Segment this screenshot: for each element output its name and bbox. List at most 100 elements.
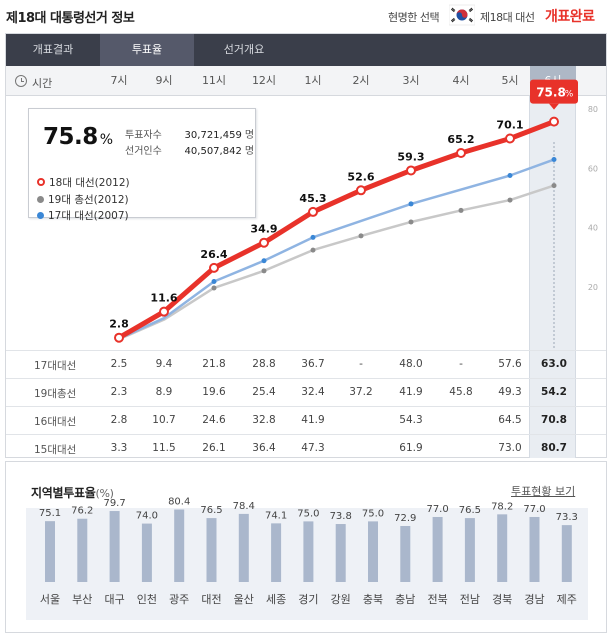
region-name-label: 충북 <box>363 593 383 606</box>
region-value-label: 74.1 <box>265 510 287 521</box>
korean-flag-icon <box>449 4 475 26</box>
region-name-label: 경남 <box>524 593 544 606</box>
table-cell: 21.8 <box>202 358 226 370</box>
region-value-label: 75.1 <box>39 508 61 519</box>
table-cell: 3.3 <box>110 442 128 454</box>
region-value-label: 76.2 <box>71 506 93 517</box>
region-value-label: 80.4 <box>168 497 190 508</box>
legend-item-2007-presidential: 17대 대선(2007) <box>37 208 129 223</box>
data-label: 52.6 <box>347 170 374 183</box>
series-line-1 <box>117 184 556 341</box>
y-tick-label: 60 <box>588 164 598 173</box>
region-name-label: 제주 <box>557 593 577 606</box>
data-point <box>456 148 466 159</box>
table-cell: 54.3 <box>399 414 423 426</box>
table-cell: 70.8 <box>541 414 567 426</box>
tab-bar: 개표결과 투표율 선거개요 <box>6 34 606 66</box>
table-cell: 32.4 <box>301 386 325 398</box>
data-label: 26.4 <box>200 248 227 261</box>
region-name-label: 전남 <box>460 593 480 606</box>
table-cell: 24.6 <box>202 414 226 426</box>
hour-tab[interactable]: 11시 <box>201 74 227 87</box>
callout-pointer <box>549 103 559 110</box>
data-label: 65.2 <box>447 133 474 146</box>
tab-results[interactable]: 개표결과 <box>32 43 74 56</box>
region-bar <box>271 523 282 582</box>
table-cell: 64.5 <box>498 414 522 426</box>
table-cell: 11.5 <box>152 442 176 454</box>
data-point <box>358 233 364 239</box>
data-point <box>406 165 416 176</box>
count-status: 개표완료 <box>545 9 595 25</box>
y-tick-label: 40 <box>588 224 598 233</box>
hour-tab[interactable]: 2시 <box>352 74 370 87</box>
turnout-panel: 개표결과 투표율 선거개요 시간 7시9시11시12시1시2시3시4시5시6시 … <box>5 33 607 458</box>
table-row: 16대대선 2.8 10.7 24.6 32.8 41.9 54.3 64.5 70.8 <box>6 406 606 433</box>
legend-label: 18대 대선(2012) <box>49 177 130 189</box>
data-point <box>408 219 414 225</box>
data-point <box>159 306 169 317</box>
tab-overview[interactable]: 선거개요 <box>223 43 265 56</box>
region-bar <box>432 516 443 582</box>
electors-row: 선거인수 40,507,842 명 <box>125 142 254 157</box>
data-point <box>114 332 124 343</box>
voters-row: 투표자수 30,721,459 명 <box>125 126 254 141</box>
regional-unit: (%) <box>95 487 114 500</box>
turnout-unit: % <box>99 132 113 148</box>
hour-tab[interactable]: 1시 <box>304 74 322 87</box>
top-header: 제18대 대통령선거 정보 현명한 선택 제18대 대선 개표완료 <box>0 0 612 32</box>
data-point <box>308 206 318 217</box>
data-point <box>261 258 267 264</box>
table-cell: 57.6 <box>498 358 522 370</box>
row-label: 17대대선 <box>34 360 77 372</box>
table-cell: 73.0 <box>498 442 522 454</box>
region-name-label: 세종 <box>266 593 286 606</box>
turnout-number: 75.8 <box>43 124 98 150</box>
region-name-label: 경북 <box>492 593 512 606</box>
region-name-label: 강원 <box>331 593 351 606</box>
row-label: 15대대선 <box>34 444 77 456</box>
region-bar <box>497 514 508 582</box>
region-name-label: 광주 <box>169 593 189 606</box>
hour-tab[interactable]: 5시 <box>501 74 519 87</box>
region-bar <box>174 509 185 582</box>
election-name: 제18대 대선 <box>480 11 535 24</box>
legend-marker <box>37 212 44 219</box>
table-cell: 2.8 <box>110 414 128 426</box>
data-point <box>259 237 269 248</box>
region-value-label: 76.5 <box>200 505 222 516</box>
legend-label: 17대 대선(2007) <box>48 210 129 222</box>
data-point <box>551 183 557 189</box>
tab-turnout[interactable]: 투표율 <box>100 34 194 66</box>
region-bar <box>529 516 540 582</box>
turnout-status-link[interactable]: 투표현황 보기 <box>511 485 576 498</box>
hour-tab[interactable]: 12시 <box>251 74 277 87</box>
hour-tab[interactable]: 4시 <box>452 74 470 87</box>
table-cell: 48.0 <box>399 358 423 370</box>
legend-label: 19대 총선(2012) <box>48 194 129 206</box>
hour-tab[interactable]: 7시 <box>110 74 128 87</box>
region-bar <box>303 521 314 582</box>
region-bar <box>77 518 88 582</box>
table-cell: 49.3 <box>498 386 522 398</box>
callout-box <box>530 79 578 104</box>
table-cell: 26.1 <box>202 442 226 454</box>
region-value-label: 78.4 <box>233 501 255 512</box>
hour-tab[interactable]: 9시 <box>155 74 173 87</box>
electors-value: 40,507,842 <box>184 146 242 157</box>
table-row: 17대대선 2.5 9.4 21.8 28.8 36.7 - 48.0 - 57.6 63.0 <box>6 350 606 377</box>
data-label: 34.9 <box>250 223 277 236</box>
region-bar <box>368 521 378 582</box>
legend-item-2012-presidential: 18대 대선(2012) <box>37 175 130 190</box>
table-row: 15대대선 3.3 11.5 26.1 36.4 47.3 61.9 73.0 80.7 <box>6 434 606 461</box>
region-value-label: 73.8 <box>330 511 352 522</box>
hour-tab[interactable]: 3시 <box>402 74 420 87</box>
turnout-big-value: 75.8% <box>43 124 113 150</box>
table-cell: - <box>459 358 463 370</box>
region-name-label: 부산 <box>72 593 92 606</box>
region-bar <box>335 524 346 582</box>
table-cell: 47.3 <box>301 442 325 454</box>
turnout-line-chart: 20 40 60 80 2.8 11.6 26.4 34.9 45.3 52.6 59.3 65.2 7… <box>109 79 598 350</box>
data-point <box>507 173 513 179</box>
page-title: 제18대 대통령선거 정보 <box>6 11 135 26</box>
